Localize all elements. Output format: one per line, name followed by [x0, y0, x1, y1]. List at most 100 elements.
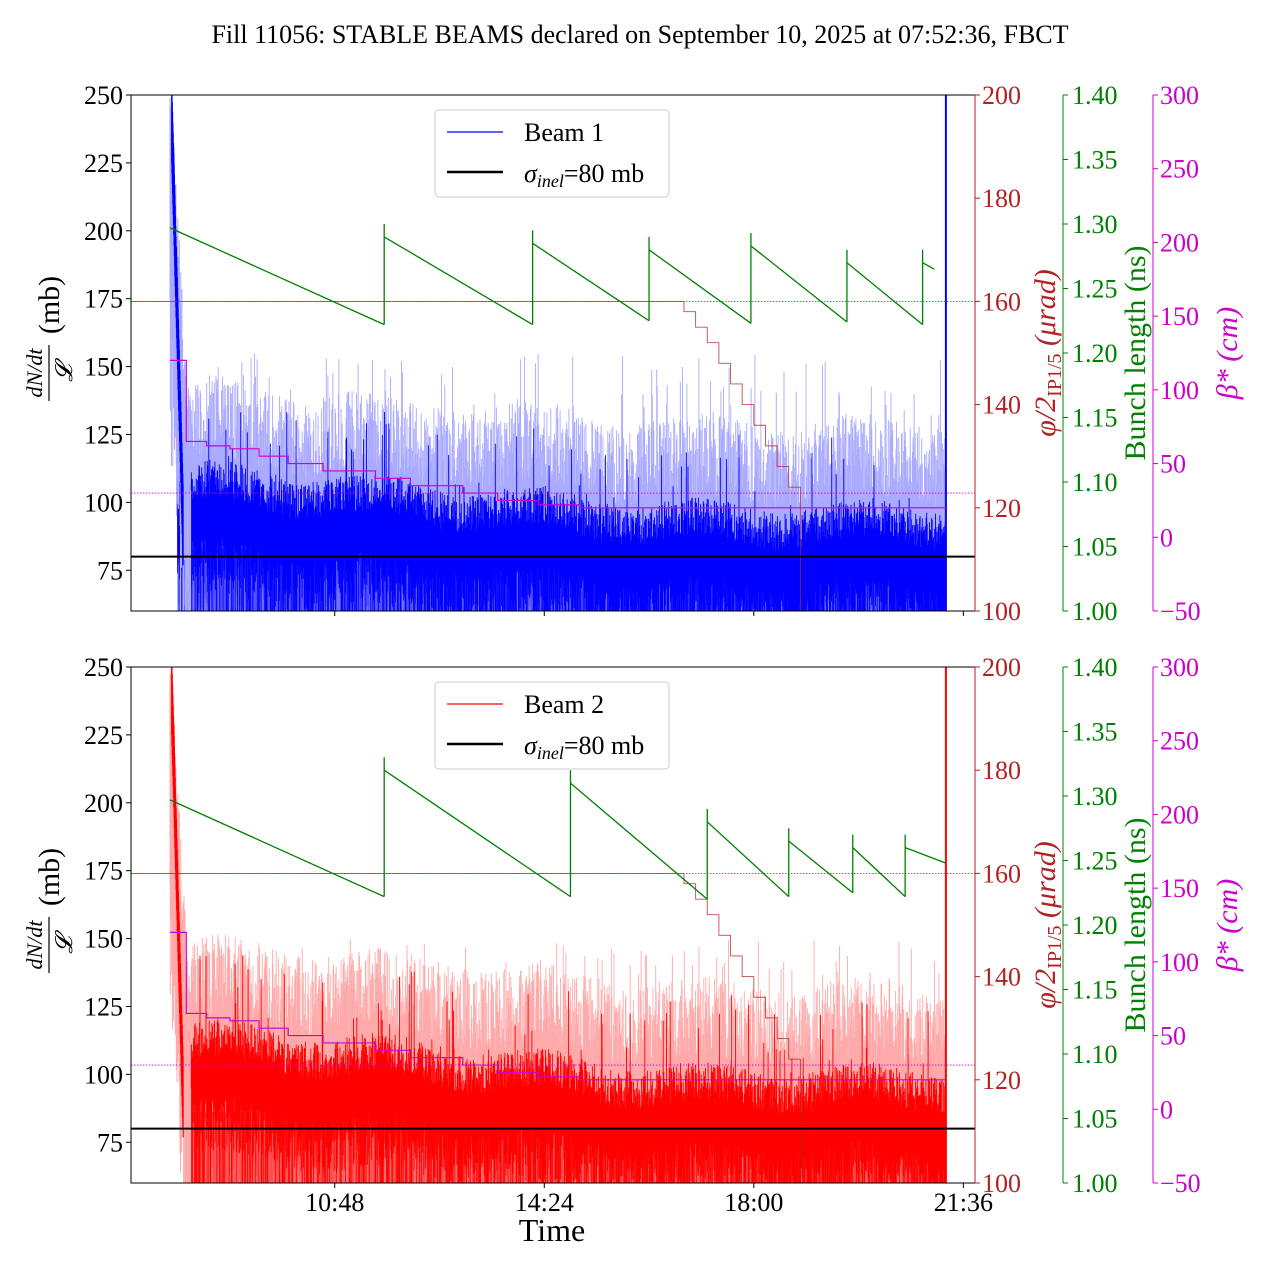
y-tick-label: 250 [84, 81, 123, 110]
crossing-angle-label-text: φ/2IP1/5 (μrad) [1029, 841, 1066, 1009]
beta-star-label-text: β* (cm) [1211, 307, 1244, 400]
beta-star-tick-label: −50 [1160, 597, 1201, 626]
bunch-length-segment [846, 262, 924, 326]
y-tick-label: 100 [84, 488, 123, 517]
bunch-length-tick-label: 1.30 [1072, 782, 1118, 811]
y-tick-label: 175 [84, 285, 123, 314]
bunch-length-segment [922, 262, 935, 270]
crossing-angle-axis-label: φ/2IP1/5 (μrad) [1029, 269, 1066, 437]
beta-star-tick-label: 150 [1160, 874, 1199, 903]
legend: Beam 1 σinel=80 mb [434, 109, 670, 198]
y-tick-label: 175 [84, 857, 123, 886]
beta-star-tick-label: 50 [1160, 1022, 1186, 1051]
y-tick-label: 75 [97, 556, 123, 585]
bunch-length-segment [169, 227, 385, 326]
beta-star-tick-label: −50 [1160, 1169, 1201, 1198]
y-tick-label: 125 [84, 420, 123, 449]
crossing-angle-tick-label: 140 [982, 391, 1021, 420]
crossing-angle-line [131, 300, 801, 611]
y-axis-label: dN/dt 𝓛 (mb) [22, 276, 78, 401]
bunch-length-tick-label: 1.05 [1072, 1105, 1118, 1134]
crossing-angle-tick-label: 200 [982, 653, 1021, 682]
y-label-numerator: dN/dt [22, 920, 47, 970]
bunch-length-tick-label: 1.35 [1072, 146, 1118, 175]
bunch-length-tick-label: 1.10 [1072, 468, 1118, 497]
crossing-angle-tick-label: 200 [982, 81, 1021, 110]
beta-star-tick-label: 250 [1160, 727, 1199, 756]
beta-star-tick-label: 0 [1160, 1095, 1173, 1124]
legend-sigma-symbol: σ [524, 159, 538, 188]
series-core [177, 548, 946, 611]
bunch-length-segment [570, 782, 708, 900]
panel-bottom: 75 100 125 150 175 200 225 250 100 120 140 160 180 20… [22, 653, 1244, 1248]
y-tick-label: 200 [84, 217, 123, 246]
bunch-length-segment [383, 769, 571, 898]
figure-title: Fill 11056: STABLE BEAMS declared on Sep… [211, 20, 1069, 49]
x-tick-label: 10:48 [305, 1188, 364, 1217]
bunch-length-tick-label: 1.00 [1072, 597, 1118, 626]
bunch-length-segment [904, 846, 947, 864]
y-label-denominator: 𝓛 [52, 358, 78, 382]
crossing-angle-tick-label: 140 [982, 963, 1021, 992]
bunch-length-tick-label: 1.05 [1072, 533, 1118, 562]
bunch-length-tick-label: 1.35 [1072, 718, 1118, 747]
plot-area [131, 667, 975, 1183]
crossing-angle-label-sub: IP1/5 [1044, 925, 1066, 968]
y-tick-label: 225 [84, 149, 123, 178]
beta-star-line [169, 359, 946, 509]
crossing-angle-line [131, 872, 801, 1183]
y-tick-label: 250 [84, 653, 123, 682]
bunch-length-tick-label: 1.30 [1072, 210, 1118, 239]
legend-sigma-sub: inel [537, 171, 564, 191]
plot-area [131, 95, 975, 611]
bunch-length-tick-label: 1.15 [1072, 976, 1118, 1005]
bunch-length-label-text: Bunch length (ns) [1119, 246, 1152, 461]
bunch-length-tick-label: 1.25 [1072, 847, 1118, 876]
crossing-angle-label-unit: (μrad) [1029, 841, 1062, 925]
beta-star-tick-label: 100 [1160, 376, 1199, 405]
legend-sigma-sub: inel [537, 743, 564, 763]
legend-label-sigma: σinel=80 mb [524, 731, 644, 763]
crossing-angle-label-unit: (μrad) [1029, 269, 1062, 353]
crossing-angle-label-phi: φ/2 [1029, 969, 1062, 1009]
legend-label-beam: Beam 2 [524, 690, 604, 719]
beta-star-tick-label: 100 [1160, 948, 1199, 977]
bunch-length-segment [648, 249, 752, 324]
series-core [189, 1112, 946, 1183]
bunch-length-axis-label: Bunch length (ns) [1119, 818, 1152, 1033]
y-tick-label: 100 [84, 1060, 123, 1089]
legend-sigma-symbol: σ [524, 731, 538, 760]
initial-spike [171, 95, 184, 566]
bunch-length-tick-label: 1.25 [1072, 275, 1118, 304]
x-tick-label: 14:24 [515, 1188, 574, 1217]
initial-spike [171, 667, 184, 1138]
beta-star-tick-label: 300 [1160, 81, 1199, 110]
crossing-angle-label-phi: φ/2 [1029, 397, 1062, 437]
crossing-angle-tick-label: 160 [982, 859, 1021, 888]
crossing-angle-tick-label: 100 [982, 597, 1021, 626]
y-tick-label: 75 [97, 1128, 123, 1157]
beta-star-tick-label: 300 [1160, 653, 1199, 682]
legend: Beam 2 σinel=80 mb [434, 681, 670, 770]
beta-star-axis-label: β* (cm) [1211, 307, 1244, 400]
y-tick-label: 150 [84, 353, 123, 382]
beta-star-tick-label: 200 [1160, 800, 1199, 829]
bunch-length-tick-label: 1.20 [1072, 911, 1118, 940]
beta-star-tick-label: 50 [1160, 450, 1186, 479]
crossing-angle-tick-label: 180 [982, 184, 1021, 213]
bunch-length-tick-label: 1.10 [1072, 1040, 1118, 1069]
bunch-length-segment [169, 799, 385, 898]
y-axis-label: dN/dt 𝓛 (mb) [22, 848, 78, 973]
legend-label-beam: Beam 1 [524, 118, 604, 147]
bunch-length-label-text: Bunch length (ns) [1119, 818, 1152, 1033]
crossing-angle-tick-label: 180 [982, 756, 1021, 785]
y-tick-label: 125 [84, 992, 123, 1021]
bunch-length-segment [706, 821, 790, 898]
bunch-length-segment [788, 840, 854, 894]
beta-star-tick-label: 150 [1160, 302, 1199, 331]
y-tick-label: 150 [84, 925, 123, 954]
bunch-length-segment [852, 847, 906, 898]
y-label-unit: (mb) [33, 276, 66, 334]
y-label-unit: (mb) [33, 848, 66, 906]
